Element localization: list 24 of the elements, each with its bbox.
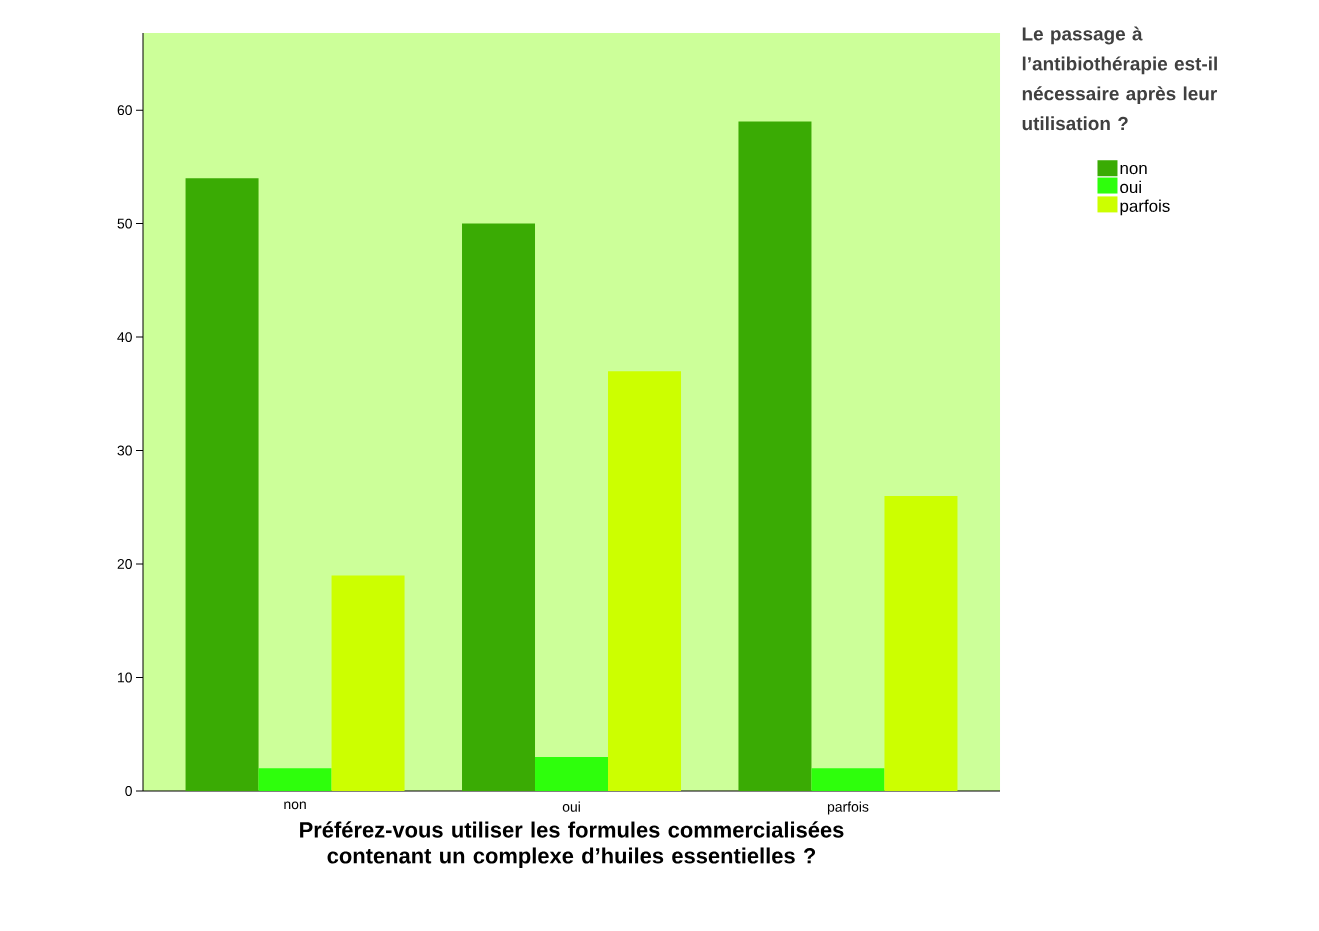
legend-title: Le passage à l’antibiothérapie est-il nécessaire après leur utilisation ? <box>1022 26 1217 131</box>
bar <box>811 768 885 791</box>
x-tick-label: non <box>284 801 306 810</box>
x-tick-label: oui <box>562 801 580 812</box>
bar <box>535 756 609 791</box>
x-tick-label: parfois <box>827 801 869 815</box>
y-tick-label: 10 <box>118 672 132 683</box>
bar <box>608 371 682 791</box>
legend-label: non <box>1120 164 1147 175</box>
y-tick-label: 30 <box>117 445 132 456</box>
bar <box>462 223 536 791</box>
legend-label: parfois <box>1120 199 1170 216</box>
y-tick-label: 20 <box>117 559 132 569</box>
bar <box>331 575 405 791</box>
legend-label: oui <box>1120 180 1141 194</box>
x-axis-title: Préférez-vous utiliser les formules commercialisées contenant un complexe d’huiles essentielles ? <box>300 821 844 868</box>
y-tick-label: 0 <box>125 786 132 796</box>
bar <box>185 178 259 791</box>
bar <box>884 495 958 791</box>
y-tick-label: 60 <box>117 105 132 116</box>
y-tick-label: 50 <box>117 218 132 229</box>
y-tick-label: 40 <box>117 332 132 343</box>
bar <box>738 121 812 791</box>
bar <box>258 768 332 791</box>
